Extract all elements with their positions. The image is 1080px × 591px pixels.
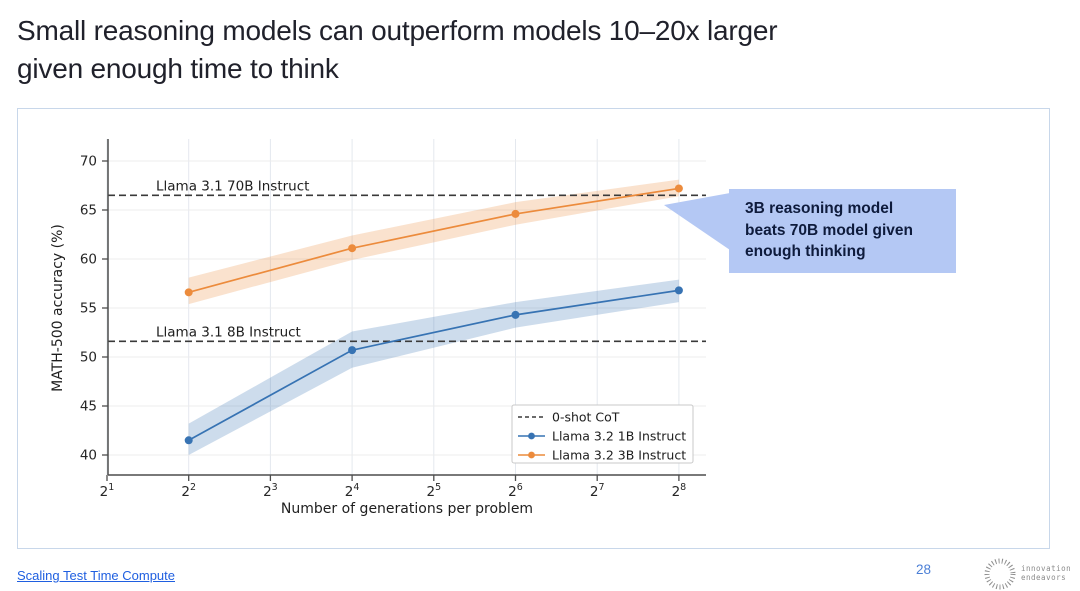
data-point <box>511 310 520 319</box>
data-point <box>674 286 683 295</box>
x-tick-label: 23 <box>263 482 278 500</box>
y-tick-label: 45 <box>80 399 97 415</box>
x-axis-label: Number of generations per problem <box>281 501 533 517</box>
x-tick-label: 25 <box>426 482 441 500</box>
confidence-band <box>188 179 679 305</box>
legend-sample-marker <box>528 451 535 459</box>
x-tick-label: 22 <box>181 482 196 500</box>
accuracy-chart: Llama 3.1 70B Instruct Llama 3.1 8B Instr… <box>50 139 706 517</box>
legend-label: Llama 3.2 3B Instruct <box>552 448 686 463</box>
callout-bubble: 3B reasoning model beats 70B model given… <box>664 189 956 273</box>
y-tick-label: 60 <box>80 252 97 268</box>
y-axis-label: MATH-500 accuracy (%) <box>50 224 66 392</box>
x-tick-label: 28 <box>672 482 687 500</box>
logo-text-line1: innovation <box>1021 564 1072 573</box>
slide-title-line1: Small reasoning models can outperform mo… <box>17 15 778 46</box>
series-line <box>188 289 680 442</box>
logo-circle-icon <box>984 558 1016 590</box>
x-tick-label: 26 <box>508 482 523 500</box>
page-number: 28 <box>916 562 932 577</box>
innovation-endeavors-logo: innovation endeavors <box>983 557 1075 590</box>
y-tick-label: 55 <box>80 301 97 317</box>
source-link[interactable]: Scaling Test Time Compute <box>17 568 175 583</box>
series-line <box>188 187 680 294</box>
y-tick-label: 65 <box>80 203 97 219</box>
legend-label: 0-shot CoT <box>552 410 620 425</box>
logo-text-line2: endeavors <box>1021 573 1067 582</box>
x-tick-label: 27 <box>590 482 605 500</box>
callout-text-line3: enough thinking <box>745 243 866 260</box>
data-point <box>184 436 193 445</box>
legend-box <box>511 404 694 464</box>
data-point <box>674 184 683 193</box>
chart-panel: Llama 3.1 70B Instruct Llama 3.1 8B Instr… <box>17 108 1050 549</box>
y-tick-label: 50 <box>80 350 97 366</box>
legend-label: Llama 3.2 1B Instruct <box>552 429 686 444</box>
data-point <box>511 209 520 218</box>
x-tick-label: 24 <box>345 482 360 500</box>
slide-title-line2: given enough time to think <box>17 53 339 84</box>
x-tick-label: 21 <box>100 482 115 500</box>
data-point <box>184 288 193 297</box>
logo-text: innovation endeavors <box>1021 564 1071 582</box>
callout-text-line2: beats 70B model given <box>745 221 913 239</box>
data-point <box>348 244 357 253</box>
slide-title: Small reasoning models can outperform mo… <box>17 12 937 88</box>
reference-line-label: Llama 3.1 8B Instruct <box>156 324 301 340</box>
y-tick-label: 40 <box>80 448 97 464</box>
callout-pointer-icon <box>664 193 730 250</box>
reference-line-label: Llama 3.1 70B Instruct <box>156 178 309 194</box>
legend-sample-marker <box>528 432 535 440</box>
data-point <box>348 346 357 355</box>
callout-text-line1: 3B reasoning model <box>745 200 894 217</box>
y-tick-label: 70 <box>80 154 97 170</box>
